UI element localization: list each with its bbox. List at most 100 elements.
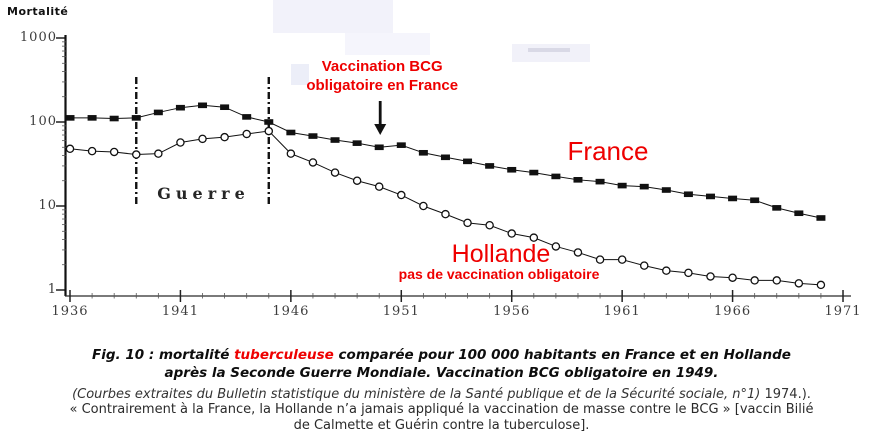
data-point-france (816, 215, 826, 221)
data-point-hollande (573, 248, 583, 257)
data-point-hollande (617, 255, 627, 264)
x-tick-label: 1966 (714, 304, 752, 319)
data-point-france (286, 129, 296, 136)
data-point-hollande (529, 233, 539, 242)
caption-line1: Fig. 10 : mortalité tuberculeuse comparé… (0, 346, 883, 364)
data-point-hollande (816, 280, 826, 290)
data-point-hollande (794, 279, 804, 288)
x-tick-label: 1946 (272, 304, 310, 319)
data-point-france (352, 140, 362, 146)
data-point-france (418, 149, 428, 156)
data-point-france (264, 119, 274, 125)
data-point-france (131, 115, 141, 121)
data-point-hollande (87, 146, 97, 156)
data-point-france (794, 210, 804, 217)
vaccination-annotation-line2: obligatoire en France (306, 77, 459, 94)
data-point-hollande (419, 201, 428, 211)
data-point-france (750, 197, 760, 204)
data-point-france (109, 115, 119, 122)
data-point-hollande (485, 220, 494, 230)
arrow-head-icon (374, 124, 387, 135)
x-tick-label: 1961 (603, 304, 641, 319)
data-point-hollande (264, 126, 274, 136)
data-point-france (485, 163, 495, 169)
y-tick-label: 100 (29, 114, 57, 129)
data-point-hollande (639, 261, 649, 270)
data-point-france (308, 133, 318, 139)
data-point-france (683, 191, 693, 198)
source-citation: (Courbes extraites du Bulletin statistiq… (0, 387, 883, 402)
data-point-hollande (463, 218, 472, 228)
data-point-hollande (220, 132, 229, 142)
data-point-hollande (397, 190, 406, 200)
mortality-line-chart (56, 35, 851, 302)
data-point-hollande (706, 272, 715, 281)
series-label-france: France (567, 136, 649, 166)
data-point-hollande (286, 149, 296, 158)
data-point-france (551, 173, 561, 180)
series-line-hollande (69, 130, 821, 286)
vaccination-annotation: Vaccination BCG obligatoire en France (306, 57, 458, 95)
data-point-hollande (308, 158, 318, 167)
data-point-france (175, 104, 185, 111)
source-citation-suffix: 1974.). (760, 387, 811, 402)
data-point-france (463, 158, 473, 165)
data-point-france (639, 183, 649, 190)
series-sublabel-hollande: pas de vaccination obligatoire (398, 266, 600, 282)
y-tick-label: 10 (38, 198, 57, 213)
data-point-france (529, 169, 539, 176)
data-point-france (198, 102, 208, 109)
caption-line1-suffix: comparée pour 100 000 habitants en Franc… (333, 347, 791, 363)
data-point-france (65, 115, 75, 121)
data-point-france (153, 109, 163, 116)
data-point-france (220, 104, 230, 111)
x-tick-label: 1941 (161, 304, 199, 319)
data-point-hollande (65, 144, 75, 154)
source-citation-italic: (Courbes extraites du Bulletin statistiq… (72, 387, 761, 402)
data-point-hollande (595, 255, 605, 264)
data-point-hollande (507, 229, 516, 238)
data-point-hollande (772, 276, 782, 285)
data-point-france (374, 144, 384, 151)
x-tick-label: 1936 (51, 304, 89, 319)
y-tick-label: 1 (47, 282, 57, 297)
figure-caption: Fig. 10 : mortalité tuberculeuse comparé… (0, 346, 883, 382)
quote-block: « Contrairement à la France, la Hollande… (0, 402, 883, 433)
data-point-hollande (242, 129, 251, 139)
data-point-france (595, 178, 605, 185)
data-point-france (396, 142, 406, 148)
data-point-france (728, 195, 738, 202)
data-point-france (705, 193, 715, 200)
x-tick-label: 1971 (824, 304, 862, 319)
data-point-france (573, 177, 583, 183)
data-point-france (242, 114, 252, 120)
data-point-france (440, 154, 450, 161)
data-point-hollande (684, 268, 693, 278)
data-point-france (507, 166, 517, 173)
y-axis-title: Mortalité (7, 5, 69, 18)
data-point-hollande (374, 182, 384, 191)
data-point-hollande (352, 176, 362, 185)
data-point-hollande (198, 134, 207, 144)
data-point-hollande (176, 138, 185, 147)
war-period-label: Guerre (157, 184, 250, 203)
x-tick-label: 1951 (382, 304, 420, 319)
caption-line1-prefix: Fig. 10 : mortalité (92, 347, 235, 363)
data-point-france (617, 182, 627, 189)
data-point-hollande (750, 276, 759, 285)
data-point-hollande (441, 209, 450, 219)
data-point-hollande (132, 150, 141, 159)
x-tick-label: 1956 (493, 304, 531, 319)
caption-line2: après la Seconde Guerre Mondiale. Vaccin… (164, 365, 719, 381)
data-point-hollande (154, 149, 163, 158)
data-point-france (772, 205, 782, 211)
data-point-france (87, 115, 97, 121)
data-point-france (661, 187, 671, 193)
data-point-hollande (109, 147, 119, 157)
y-tick-label: 1000 (19, 30, 57, 45)
data-point-hollande (728, 273, 737, 282)
caption-highlight: tuberculeuse (234, 347, 334, 363)
series-label-hollande: Hollande (451, 240, 551, 268)
vaccination-annotation-line1: Vaccination BCG (321, 58, 443, 75)
